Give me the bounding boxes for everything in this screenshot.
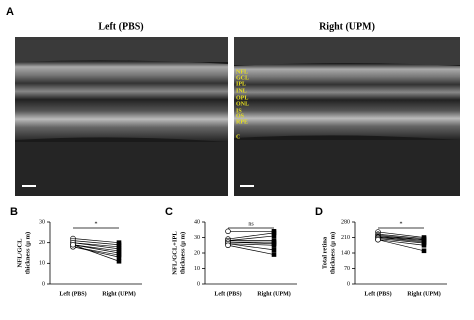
point-left xyxy=(375,236,381,243)
y-tick-label: 0 xyxy=(347,281,350,287)
pair-line xyxy=(72,244,120,254)
x-tick-label: Right (UPM) xyxy=(257,290,291,297)
y-tick-label: 0 xyxy=(42,281,45,287)
pair-line xyxy=(227,243,275,246)
pair-line xyxy=(377,239,425,252)
y-tick-label: 0 xyxy=(197,281,200,287)
point-right xyxy=(421,242,427,248)
y-tick-label: 20 xyxy=(39,240,45,246)
y-tick-label: 40 xyxy=(194,219,200,225)
layer-label: IPL xyxy=(236,81,246,87)
pair-line xyxy=(227,244,275,255)
significance-label: ns xyxy=(248,221,254,227)
point-right xyxy=(271,230,277,236)
y-axis-label: thickness (μ m) xyxy=(329,232,336,274)
image-title: Left (PBS) xyxy=(98,21,143,32)
layer-label: OPL xyxy=(236,95,248,101)
point-right xyxy=(421,248,427,254)
y-tick-label: 70 xyxy=(344,266,350,272)
pair-line xyxy=(377,231,425,238)
pair-line xyxy=(377,233,425,239)
significance-label: * xyxy=(400,221,403,227)
layer-label: OS xyxy=(236,113,245,119)
point-right xyxy=(271,242,277,248)
point-right xyxy=(271,233,277,239)
panel-label: A xyxy=(6,6,14,18)
point-right xyxy=(271,247,277,253)
layer-label: ONL xyxy=(236,101,249,107)
x-tick-label: Right (UPM) xyxy=(407,290,441,297)
pair-line xyxy=(72,238,120,244)
point-left xyxy=(225,242,231,249)
x-tick-label: Left (PBS) xyxy=(364,290,391,297)
pair-line xyxy=(227,235,275,241)
pair-line xyxy=(377,239,425,246)
layer-label: GCL xyxy=(236,75,249,81)
point-right xyxy=(116,254,122,260)
layer-label: C xyxy=(236,134,240,140)
y-tick-label: 140 xyxy=(341,250,350,256)
panel-label: C xyxy=(165,206,173,218)
pair-line xyxy=(72,242,120,250)
y-axis-label: NFL/GCL xyxy=(16,238,23,268)
y-axis-label: thickness (μ m) xyxy=(179,232,186,274)
pair-line xyxy=(377,236,425,241)
panel-label: B xyxy=(10,206,18,218)
pair-line xyxy=(72,246,120,258)
point-right xyxy=(271,252,277,257)
y-axis-label: Total retina xyxy=(321,236,328,269)
y-tick-label: 20 xyxy=(194,250,200,256)
pair-line xyxy=(72,244,120,262)
layer-label: NFL xyxy=(236,69,248,75)
oct-image-left xyxy=(15,37,228,196)
significance-label: * xyxy=(95,221,98,227)
pair-line xyxy=(227,243,275,251)
y-tick-label: 10 xyxy=(39,261,45,267)
layer-label: IS xyxy=(236,108,242,114)
point-right xyxy=(116,258,122,264)
x-tick-label: Left (PBS) xyxy=(214,290,241,297)
oct-image-right xyxy=(234,37,460,196)
point-left xyxy=(70,241,76,248)
y-tick-label: 30 xyxy=(194,235,200,241)
x-tick-label: Right (UPM) xyxy=(102,290,136,297)
layer-label: INL xyxy=(236,88,247,94)
image-title: Right (UPM) xyxy=(319,21,375,32)
pair-line xyxy=(377,238,425,244)
y-axis-label: NFL/GCL+IPL xyxy=(171,231,178,275)
pair-line xyxy=(227,232,275,240)
pair-line xyxy=(377,237,425,243)
point-left xyxy=(225,228,231,235)
panel-label: D xyxy=(315,206,323,218)
pair-line xyxy=(227,241,275,245)
y-tick-label: 210 xyxy=(341,235,350,241)
y-tick-label: 30 xyxy=(39,219,45,225)
y-tick-label: 280 xyxy=(341,219,350,225)
y-axis-label: thickness (μ m) xyxy=(24,232,31,274)
layer-label: RPE xyxy=(236,119,248,125)
x-tick-label: Left (PBS) xyxy=(59,290,86,297)
pair-line xyxy=(377,236,425,242)
pair-line xyxy=(72,240,120,246)
y-tick-label: 10 xyxy=(194,266,200,272)
